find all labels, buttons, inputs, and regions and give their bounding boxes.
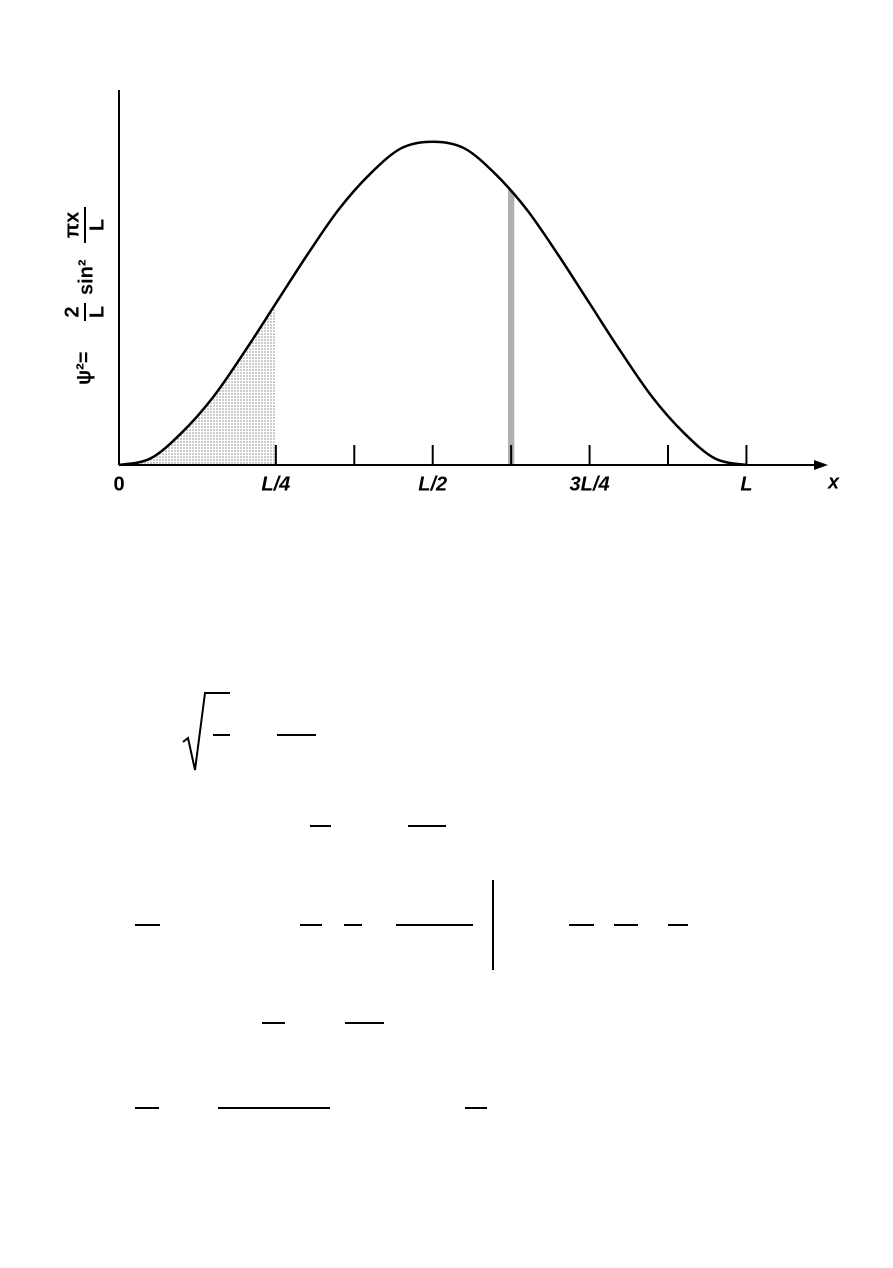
x-axis-arrow	[814, 460, 828, 470]
ylabel-arg-den: L	[86, 219, 108, 231]
ylabel-coef-den: L	[86, 306, 108, 318]
x-tick-label: L	[740, 473, 752, 495]
data-line	[118, 140, 747, 467]
shaded-area	[119, 303, 276, 465]
ylabel-coef-num: 2	[61, 306, 83, 317]
x-axis-label: x	[827, 471, 840, 493]
x-tick-label: L/2	[418, 473, 447, 495]
x-tick-label: 3L/4	[570, 473, 610, 495]
ylabel-lhs: ψ²=	[73, 352, 95, 385]
radical	[182, 692, 230, 771]
x-tick-label: 0	[113, 473, 124, 495]
x-tick-label: L/4	[261, 473, 290, 495]
shaded-area	[508, 185, 515, 465]
y-axis-label: ψ²= 2 L sin² πx L	[61, 207, 108, 385]
ylabel-func: sin²	[75, 259, 97, 295]
equation-skeleton	[135, 692, 688, 1109]
ylabel-arg-num: πx	[61, 212, 83, 238]
